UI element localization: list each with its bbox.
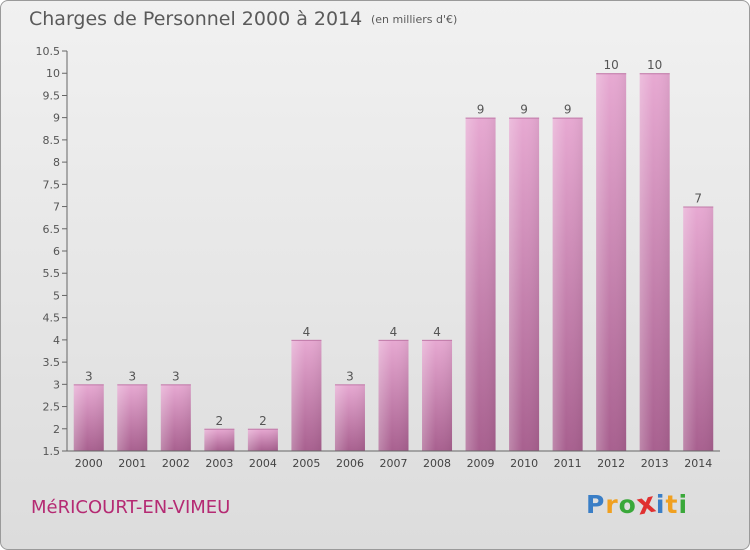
logo-letter: P (586, 490, 606, 519)
logo-letter: i (678, 490, 689, 519)
bar-shine (160, 384, 191, 451)
proxiti-logo: Proxiti (586, 485, 689, 521)
bar-shine (552, 117, 583, 452)
bar-shine (117, 384, 148, 451)
x-tick-label: 2002 (162, 457, 190, 470)
y-tick-label: 10 (46, 67, 60, 80)
bars: 3 3 3 2 2 4 3 4 4 9 9 9 10 10 7 (73, 58, 714, 452)
x-tick-label: 2011 (554, 457, 582, 470)
data-label: 10 (647, 58, 662, 72)
data-label: 2 (216, 414, 224, 428)
x-tick-label: 2006 (336, 457, 364, 470)
logo-letter: t (665, 490, 679, 519)
data-label: 3 (346, 369, 354, 383)
bar-shine (204, 428, 235, 451)
bar-shine (422, 339, 453, 451)
data-label: 4 (390, 325, 398, 339)
y-tick-label: 8 (53, 156, 60, 169)
x-tick-label: 2010 (510, 457, 538, 470)
bar-shine (639, 73, 670, 451)
y-tick-label: 4 (53, 334, 60, 347)
bar-shine (291, 339, 322, 451)
data-label: 4 (433, 325, 441, 339)
data-label: 9 (564, 103, 572, 117)
data-label: 3 (128, 369, 136, 383)
bar-shine (683, 206, 714, 451)
x-tick-label: 2003 (205, 457, 233, 470)
x-tick-label: 2009 (467, 457, 495, 470)
data-label: 4 (303, 325, 311, 339)
data-label: 10 (604, 58, 619, 72)
data-label: 7 (694, 192, 702, 206)
y-tick-label: 9 (53, 112, 60, 125)
bar-shine (334, 384, 365, 451)
x-axis: 2000 2001 2002 2003 2004 2005 2006 2007 2008 2009… (67, 450, 720, 470)
y-tick-label: 7 (53, 201, 60, 214)
y-tick-label: 1.5 (43, 445, 61, 458)
bar-shine (509, 117, 540, 452)
y-axis: 1.5 2 2.5 3 3.5 4 4.5 5 5.5 6 6.5 7 7.5 8 8.5 9 9.5 10 10.… (36, 45, 68, 458)
data-label: 9 (520, 103, 528, 117)
commune-name: MéRICOURT-EN-VIMEU (31, 497, 231, 518)
bar-shine (465, 117, 496, 452)
y-tick-label: 8.5 (43, 134, 61, 147)
data-label: 3 (172, 369, 180, 383)
logo-letter: o (618, 490, 637, 519)
y-tick-label: 5.5 (43, 267, 61, 280)
y-tick-label: 6 (53, 245, 60, 258)
y-tick-label: 10.5 (36, 45, 61, 58)
bar-shine (596, 73, 627, 451)
x-tick-label: 2005 (292, 457, 320, 470)
x-tick-label: 2004 (249, 457, 277, 470)
x-tick-label: 2012 (597, 457, 625, 470)
y-tick-label: 5 (53, 289, 60, 302)
bar-shine (247, 428, 278, 451)
y-tick-label: 3.5 (43, 356, 61, 369)
y-tick-label: 6.5 (43, 223, 61, 236)
x-tick-label: 2000 (75, 457, 103, 470)
bar-shine (73, 384, 104, 451)
y-tick-label: 4.5 (43, 312, 61, 325)
chart-subtitle: (en milliers d'€) (371, 13, 458, 26)
y-tick-label: 3 (53, 378, 60, 391)
logo-letter: r (605, 490, 619, 519)
x-tick-label: 2013 (641, 457, 669, 470)
data-label: 9 (477, 103, 485, 117)
bar-shine (378, 339, 409, 451)
x-tick-label: 2007 (380, 457, 408, 470)
logo-letter: i (655, 490, 666, 519)
y-tick-label: 7.5 (43, 178, 61, 191)
chart-title: Charges de Personnel 2000 à 2014 (29, 8, 363, 30)
y-tick-label: 2 (53, 423, 60, 436)
y-tick-label: 2.5 (43, 401, 61, 414)
x-tick-label: 2008 (423, 457, 451, 470)
data-label: 3 (85, 369, 93, 383)
x-tick-label: 2001 (118, 457, 146, 470)
x-tick-label: 2014 (684, 457, 712, 470)
data-label: 2 (259, 414, 267, 428)
y-tick-label: 9.5 (43, 89, 61, 102)
